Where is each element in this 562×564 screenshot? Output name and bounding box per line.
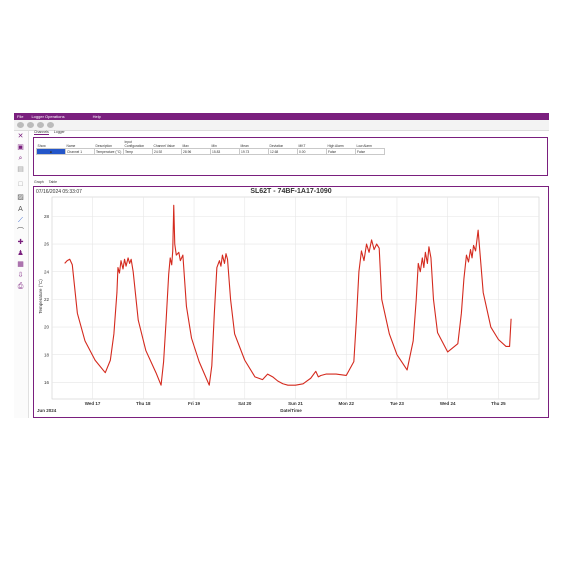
table-header-row: Show Name Description Input Configuratio… xyxy=(37,140,385,149)
tab-table[interactable]: Table xyxy=(48,180,58,184)
tab-channels[interactable]: Channels xyxy=(34,130,49,135)
menu-bar: File Logger Operations Help xyxy=(14,113,549,120)
y-tick-label: 22 xyxy=(44,297,50,302)
top-tabs: Channels Logger xyxy=(34,130,65,135)
temperature-series-line xyxy=(64,204,512,386)
app-window: File Logger Operations Help ✕ ▣ ⌕ ▤ □ ▨ … xyxy=(14,113,549,418)
table-cell: 15.83 xyxy=(210,148,240,155)
table-cell: Temperature (°C) xyxy=(94,148,124,155)
export-icon[interactable]: ▦ xyxy=(17,261,24,268)
y-tick-label: 16 xyxy=(44,380,50,385)
table-cell: Temp xyxy=(123,148,153,155)
menu-logger-operations[interactable]: Logger Operations xyxy=(31,114,65,119)
col-min: Min xyxy=(211,144,217,148)
col-high-alarm: High Alarm xyxy=(327,144,344,148)
x-tick-label: Thu 25 xyxy=(491,401,506,406)
table-cell: False xyxy=(326,148,356,155)
hatch-icon[interactable]: ▨ xyxy=(17,194,24,201)
y-axis-label: Temperature (°C) xyxy=(37,279,43,314)
x-tick-label: Wed 17 xyxy=(85,401,101,406)
col-mkt: MKT xyxy=(298,144,306,148)
y-tick-label: 20 xyxy=(44,325,50,330)
table-cell: Channel 1 xyxy=(65,148,95,155)
col-max: Max xyxy=(182,144,189,148)
tab-graph[interactable]: Graph xyxy=(34,180,44,184)
left-toolbar: ✕ ▣ ⌕ ▤ □ ▨ A ⟋ ⌒ ✚ ♟ ▦ ⇩ ⎙ xyxy=(14,131,29,418)
table-cell: 12.68 xyxy=(268,148,298,155)
toolbar xyxy=(14,120,549,131)
x-tick-label: Wed 24 xyxy=(440,401,456,406)
table-cell: 28.96 xyxy=(181,148,211,155)
table-cell: 24.92 xyxy=(152,148,182,155)
tab-logger[interactable]: Logger xyxy=(53,130,65,134)
x-tick-label: Thu 18 xyxy=(136,401,151,406)
view-tabs: Graph Table xyxy=(34,180,57,184)
col-input-configuration: Input Configuration xyxy=(124,140,145,148)
col-show: Show xyxy=(37,144,46,148)
x-tick-label: Tue 23 xyxy=(390,401,404,406)
col-name: Name xyxy=(66,144,76,148)
line-icon[interactable]: ⟋ xyxy=(18,217,23,224)
import-icon[interactable]: ⇩ xyxy=(17,272,24,279)
text-icon[interactable]: A xyxy=(18,206,23,213)
graph-timestamp: 07/16/2024 05:33:07 xyxy=(36,189,82,195)
y-tick-label: 24 xyxy=(44,269,50,274)
col-deviation: Deviation xyxy=(269,144,284,148)
channel-table: Show Name Description Input Configuratio… xyxy=(36,140,385,155)
x-tick-label: Fri 19 xyxy=(188,401,201,406)
curve-icon[interactable]: ⌒ xyxy=(17,228,24,235)
y-tick-label: 18 xyxy=(44,352,50,357)
x-axis-label: Date/Time xyxy=(280,408,302,413)
chart-title: SL62T - 74BF-1A17-1090 xyxy=(250,188,332,195)
col-channel-value: Channel Value xyxy=(153,144,175,148)
col-low-alarm: Low Alarm xyxy=(356,144,372,148)
month-label: Jun 2024 xyxy=(37,408,57,413)
zoom-icon[interactable]: ⌕ xyxy=(18,155,23,162)
save-icon[interactable]: ▣ xyxy=(17,144,24,151)
y-tick-label: 26 xyxy=(44,242,50,247)
close-icon[interactable]: ✕ xyxy=(17,133,24,140)
menu-file[interactable]: File xyxy=(17,114,24,119)
y-tick-label: 28 xyxy=(44,214,50,219)
x-tick-label: Sun 21 xyxy=(288,401,303,406)
alarm-icon[interactable]: ♟ xyxy=(17,250,24,257)
stop-icon[interactable] xyxy=(47,122,54,128)
menu-help[interactable]: Help xyxy=(92,114,101,119)
channel-panel: Show Name Description Input Configuratio… xyxy=(33,137,548,176)
download-icon[interactable] xyxy=(27,122,34,128)
connect-icon[interactable] xyxy=(17,122,24,128)
table-cell: 19.73 xyxy=(239,148,269,155)
show-checkbox[interactable]: ■ xyxy=(36,148,66,155)
table-cell: 0.00 xyxy=(297,148,327,155)
settings-icon[interactable] xyxy=(37,122,44,128)
table-row[interactable]: ■ Channel 1 Temperature (°C) Temp 24.92 … xyxy=(36,148,385,155)
plus-icon[interactable]: ✚ xyxy=(17,239,24,246)
x-tick-label: Sat 20 xyxy=(238,401,252,406)
x-tick-label: Mon 22 xyxy=(338,401,354,406)
col-description: Description xyxy=(95,144,113,148)
col-mean: Mean xyxy=(240,144,249,148)
table-cell: False xyxy=(355,148,385,155)
blank-icon[interactable]: □ xyxy=(18,181,23,188)
temperature-chart[interactable]: 16 18 20 22 24 26 28 Wed 17 Thu 18 Fri 19 Sat 20 Su… xyxy=(34,187,548,417)
report-icon[interactable]: ▤ xyxy=(17,166,24,173)
graph-panel: 07/16/2024 05:33:07 SL62T - 74BF-1A17-10… xyxy=(33,186,549,418)
print-icon[interactable]: ⎙ xyxy=(17,283,24,290)
